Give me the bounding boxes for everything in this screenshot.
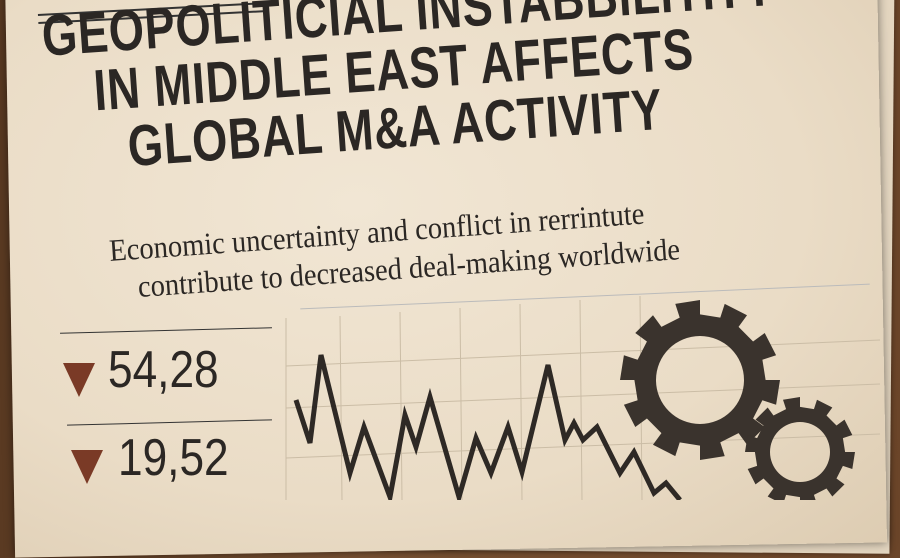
gear-icon [745,397,855,500]
gear-icon [620,300,780,460]
down-triangle-icon [63,363,95,397]
gear-shape [620,300,780,460]
chart-line [293,354,682,500]
stat-value: 54,28 [108,341,219,399]
down-triangle-icon [71,450,103,484]
chart-grid [285,295,881,500]
stat-value: 19,52 [118,429,229,487]
gear-shape [745,397,855,500]
chart-and-gears [285,295,881,500]
